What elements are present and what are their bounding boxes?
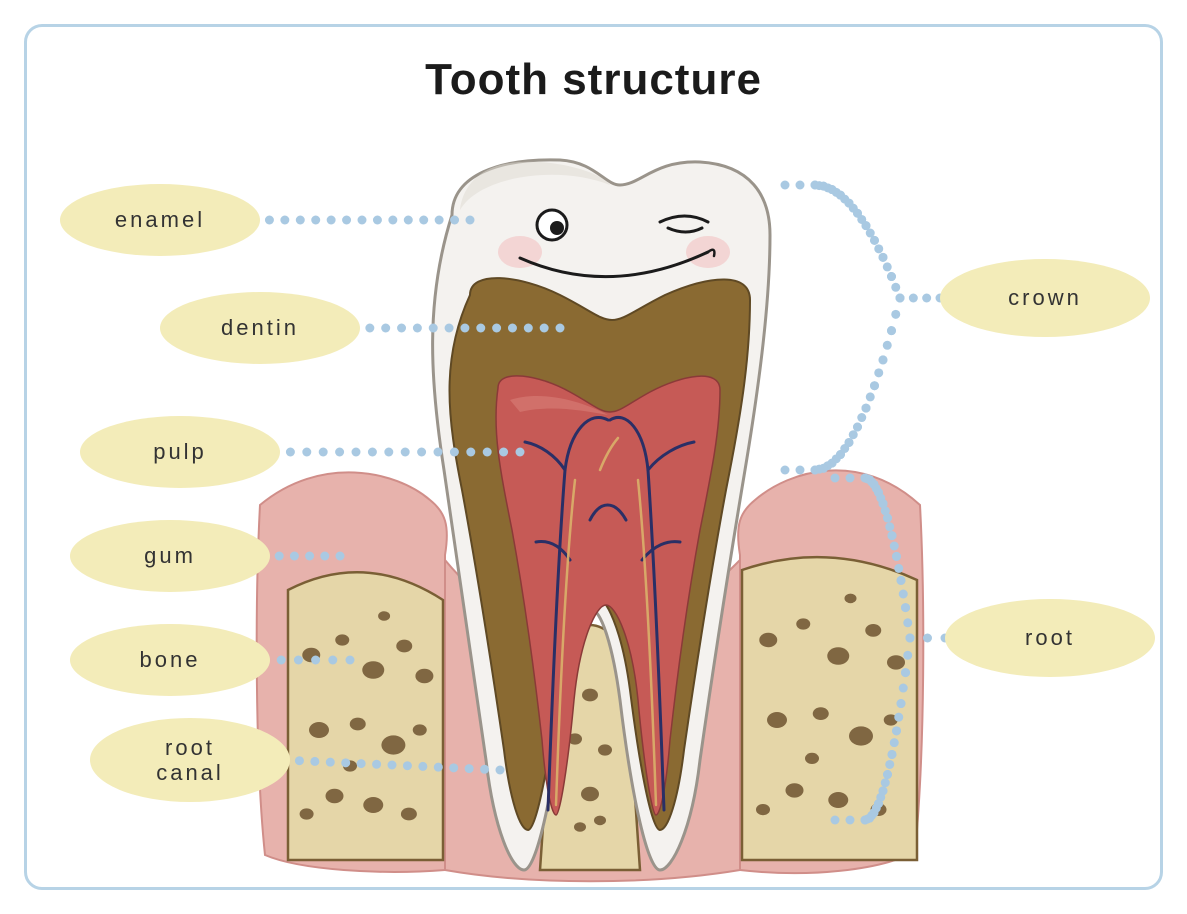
label-crown: crown <box>940 259 1150 337</box>
label-bone: bone <box>70 624 270 696</box>
label-dentin: dentin <box>160 292 360 364</box>
label-enamel: enamel <box>60 184 260 256</box>
label-root: root <box>945 599 1155 677</box>
label-pulp: pulp <box>80 416 280 488</box>
label-gum: gum <box>70 520 270 592</box>
tooth-illustration <box>257 160 924 881</box>
label-root-canal: root canal <box>90 718 290 802</box>
